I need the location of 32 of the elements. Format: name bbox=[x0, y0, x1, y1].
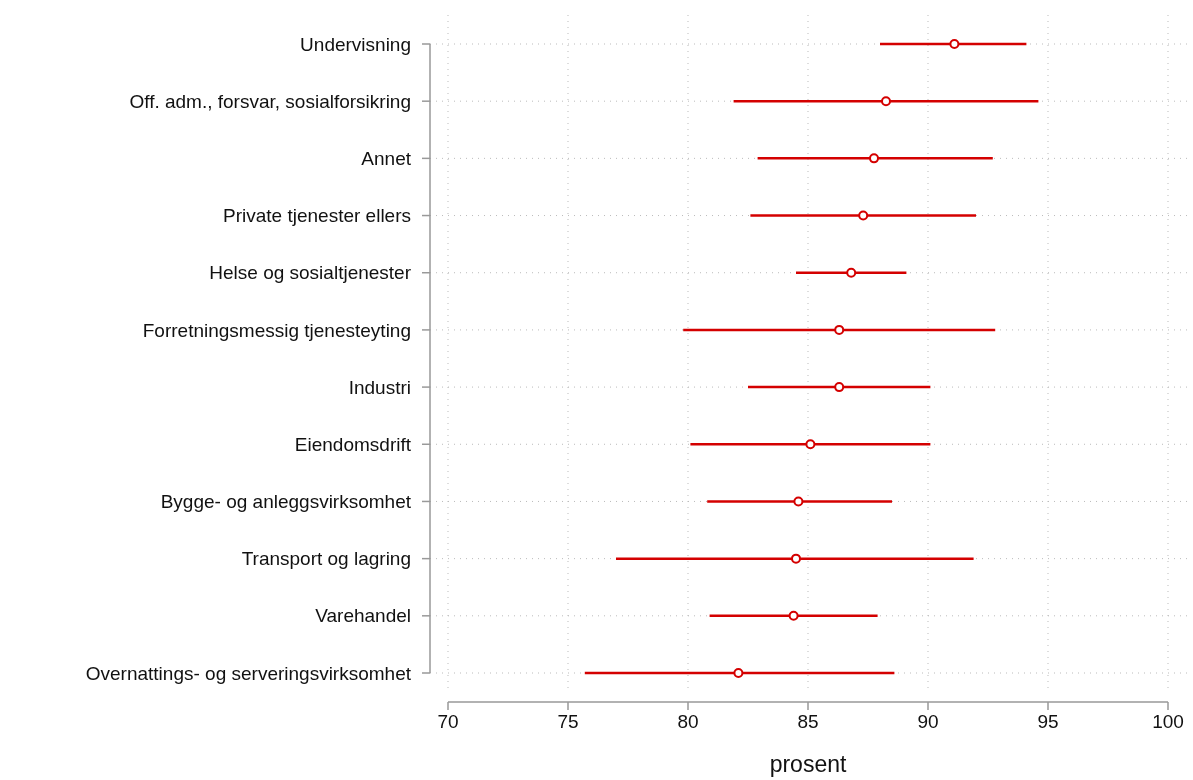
y-tick-label: Varehandel bbox=[315, 605, 411, 627]
x-tick-label: 100 bbox=[1152, 711, 1184, 732]
y-tick-label: Forretningsmessig tjenesteyting bbox=[142, 319, 411, 341]
x-tick-label: 95 bbox=[1037, 711, 1059, 732]
y-tick-label: Bygge- og anleggsvirksomhet bbox=[160, 491, 412, 513]
point bbox=[949, 39, 960, 49]
x-tick-label: 80 bbox=[677, 711, 699, 732]
y-tick-label: Transport og lagring bbox=[241, 548, 411, 570]
point bbox=[733, 668, 744, 678]
point bbox=[834, 324, 845, 335]
x-tick-label: 85 bbox=[797, 711, 819, 732]
point bbox=[858, 210, 869, 221]
point bbox=[834, 382, 845, 393]
y-tick-label: Eiendomsdrift bbox=[294, 433, 412, 455]
y-tick-label: Overnattings- og serveringsvirksomhet bbox=[85, 662, 412, 684]
point bbox=[881, 96, 891, 107]
point bbox=[791, 553, 801, 564]
x-tick-label: 90 bbox=[917, 711, 939, 732]
y-tick-label: Off. adm., forsvar, sosialforsikring bbox=[129, 90, 411, 112]
y-tick-label: Annet bbox=[361, 148, 412, 170]
y-tick-label: Undervisning bbox=[300, 33, 411, 55]
y-tick-label: Private tjenester ellers bbox=[223, 205, 411, 227]
point bbox=[788, 610, 799, 621]
point bbox=[793, 496, 804, 507]
point bbox=[846, 267, 857, 278]
x-tick-label: 70 bbox=[437, 711, 459, 732]
y-tick-label: Helse og sosialtjenester bbox=[209, 262, 412, 284]
point bbox=[805, 439, 816, 450]
y-tick-label: Industri bbox=[348, 376, 411, 398]
point bbox=[869, 153, 879, 164]
x-axis-title: prosent bbox=[769, 751, 847, 777]
x-tick-label: 75 bbox=[557, 711, 579, 732]
